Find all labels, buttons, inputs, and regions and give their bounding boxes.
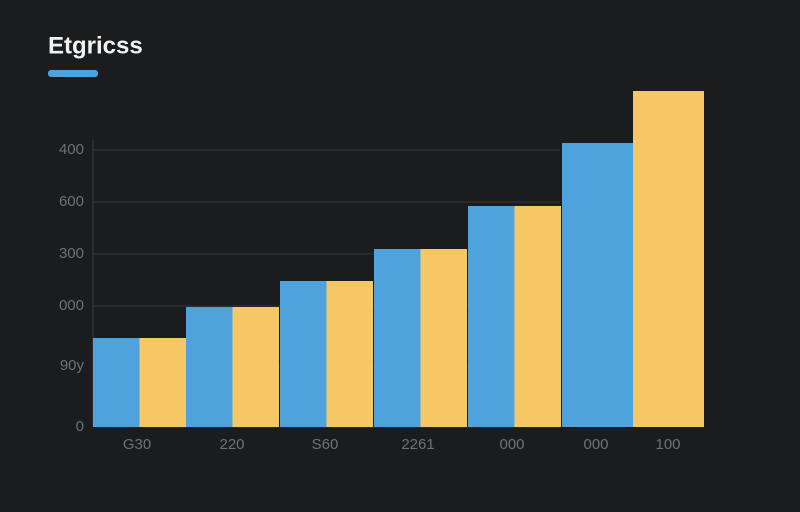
x-tick-label: G30 [123, 436, 151, 453]
y-tick-label: 400 [59, 141, 84, 158]
bar [374, 249, 421, 427]
bar [186, 307, 233, 427]
bar [468, 206, 515, 427]
bar [514, 206, 561, 427]
bar [326, 281, 373, 427]
bar [232, 307, 279, 427]
x-tick-label: S60 [312, 436, 339, 453]
y-tick-label: 90y [60, 357, 85, 374]
title-accent [48, 70, 98, 77]
bar [420, 249, 467, 427]
x-tick-label: 2261 [401, 436, 434, 453]
y-tick-label: 600 [59, 193, 84, 210]
y-tick-label: 0 [76, 418, 84, 435]
y-tick-label: 300 [59, 245, 84, 262]
x-tick-label: 220 [219, 436, 244, 453]
bar [562, 143, 633, 427]
bar [280, 281, 327, 427]
bar [139, 338, 186, 427]
y-tick-label: 000 [59, 297, 84, 314]
x-tick-label: 000 [583, 436, 608, 453]
x-tick-label: 000 [499, 436, 524, 453]
chart-title: Etgricss [48, 32, 143, 59]
x-tick-label: 100 [655, 436, 680, 453]
bar [93, 338, 140, 427]
bar [633, 91, 704, 427]
